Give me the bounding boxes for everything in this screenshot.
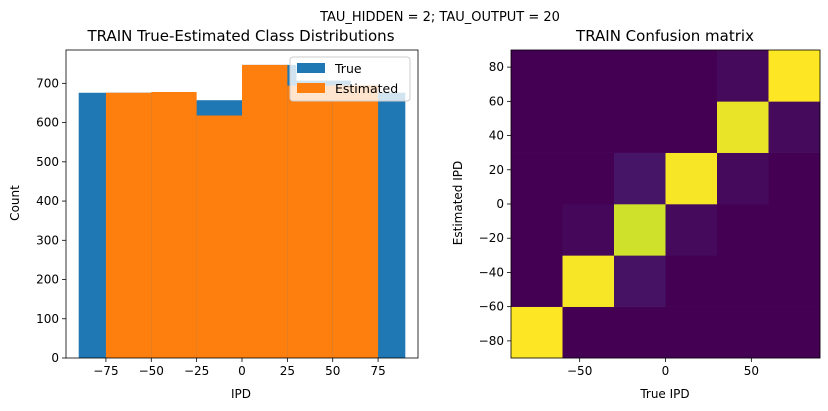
confusion-matrix-title: TRAIN Confusion matrix [575, 27, 754, 45]
confusion-cell [614, 152, 666, 205]
confusion-cell [768, 152, 821, 205]
confusion-cell [768, 306, 821, 359]
confusion-cell [768, 255, 821, 307]
y-tick-label: 40 [489, 129, 504, 143]
confusion-cell [614, 50, 666, 102]
x-tick-label: −50 [139, 364, 164, 378]
confusion-cell [511, 306, 563, 359]
confusion-cell [614, 101, 666, 153]
confusion-cell [717, 306, 769, 359]
histogram-bar-estimated [151, 91, 197, 358]
histogram-bar-estimated [105, 92, 152, 358]
y-tick-label: −60 [479, 300, 504, 314]
histogram-title: TRAIN True-Estimated Class Distributions [86, 27, 394, 45]
confusion-cell [768, 204, 821, 256]
confusion-cell [768, 101, 821, 153]
x-tick-label: −50 [567, 364, 592, 378]
confusion-cell [665, 50, 718, 102]
histogram-panel: TRAIN True-Estimated Class Distributions… [8, 27, 419, 401]
x-tick-label: 50 [744, 364, 759, 378]
y-tick-label: 0 [496, 197, 504, 211]
confusion-cell [665, 152, 718, 205]
confusion-cell [614, 255, 666, 307]
histogram-bar-estimated [196, 115, 242, 359]
y-tick-label: 80 [489, 60, 504, 74]
confusion-cell [562, 101, 615, 153]
y-tick-label: −80 [479, 334, 504, 348]
legend-swatch-estimated [297, 83, 325, 93]
y-tick-label: 200 [36, 273, 59, 287]
legend-label-true: True [334, 61, 362, 76]
confusion-cell [665, 306, 718, 359]
histogram-bar-estimated [332, 85, 379, 358]
confusion-cell [717, 152, 769, 205]
y-tick-label: 400 [36, 194, 59, 208]
confusion-matrix-cells [511, 50, 821, 359]
confusion-cell [614, 204, 666, 256]
y-tick-label: 100 [36, 312, 59, 326]
x-tick-label: 25 [280, 364, 295, 378]
confusion-cell [717, 50, 769, 102]
y-tick-label: −40 [479, 265, 504, 279]
x-tick-label: 50 [325, 364, 340, 378]
confusion-cell [665, 255, 718, 307]
confusion-cell [511, 255, 563, 307]
confusion-matrix-axes: −50 0 50 −80 −60 −40 −20 0 20 40 60 80 [479, 49, 821, 378]
confusion-matrix-panel: TRAIN Confusion matrix −50 0 50 −80 −60 −40 −2… [451, 27, 821, 401]
confusion-cell [665, 101, 718, 153]
confusion-cell [717, 101, 769, 153]
x-tick-label: −75 [93, 364, 118, 378]
histogram-axes: −75 −50 −25 0 25 50 75 0 100 200 300 400 500 600 700 [36, 49, 419, 378]
y-tick-label: 0 [51, 351, 59, 365]
histogram-bar-estimated [242, 64, 288, 359]
confusion-cell [562, 204, 615, 256]
confusion-cell [562, 306, 615, 359]
x-tick-label: 0 [662, 364, 670, 378]
confusion-matrix-x-label: True IPD [639, 387, 689, 401]
confusion-cell [562, 255, 615, 307]
confusion-matrix-y-label: Estimated IPD [451, 161, 465, 245]
y-tick-label: 300 [36, 233, 59, 247]
y-tick-label: 60 [489, 94, 504, 108]
histogram-bars [78, 64, 406, 359]
legend-swatch-true [297, 63, 325, 73]
histogram-legend: True Estimated [289, 56, 411, 102]
confusion-cell [717, 255, 769, 307]
confusion-cell [511, 50, 563, 102]
figure-suptitle: TAU_HIDDEN = 2; TAU_OUTPUT = 20 [319, 10, 560, 25]
confusion-cell [511, 152, 563, 205]
confusion-cell [665, 204, 718, 256]
y-tick-label: 600 [36, 116, 59, 130]
y-tick-label: 700 [36, 76, 59, 90]
histogram-x-label: IPD [231, 387, 251, 401]
legend-label-estimated: Estimated [335, 81, 398, 96]
x-tick-label: 0 [238, 364, 246, 378]
y-tick-label: 500 [36, 155, 59, 169]
confusion-cell [511, 204, 563, 256]
y-tick-label: 20 [489, 163, 504, 177]
confusion-cell [562, 50, 615, 102]
x-tick-label: 75 [370, 364, 385, 378]
confusion-cell [768, 50, 821, 102]
y-tick-label: −20 [479, 231, 504, 245]
histogram-bar-estimated [287, 85, 333, 358]
confusion-cell [562, 152, 615, 205]
confusion-cell [614, 306, 666, 359]
x-tick-label: −25 [184, 364, 209, 378]
confusion-cell [511, 101, 563, 153]
histogram-y-label: Count [8, 185, 22, 221]
confusion-cell [717, 204, 769, 256]
